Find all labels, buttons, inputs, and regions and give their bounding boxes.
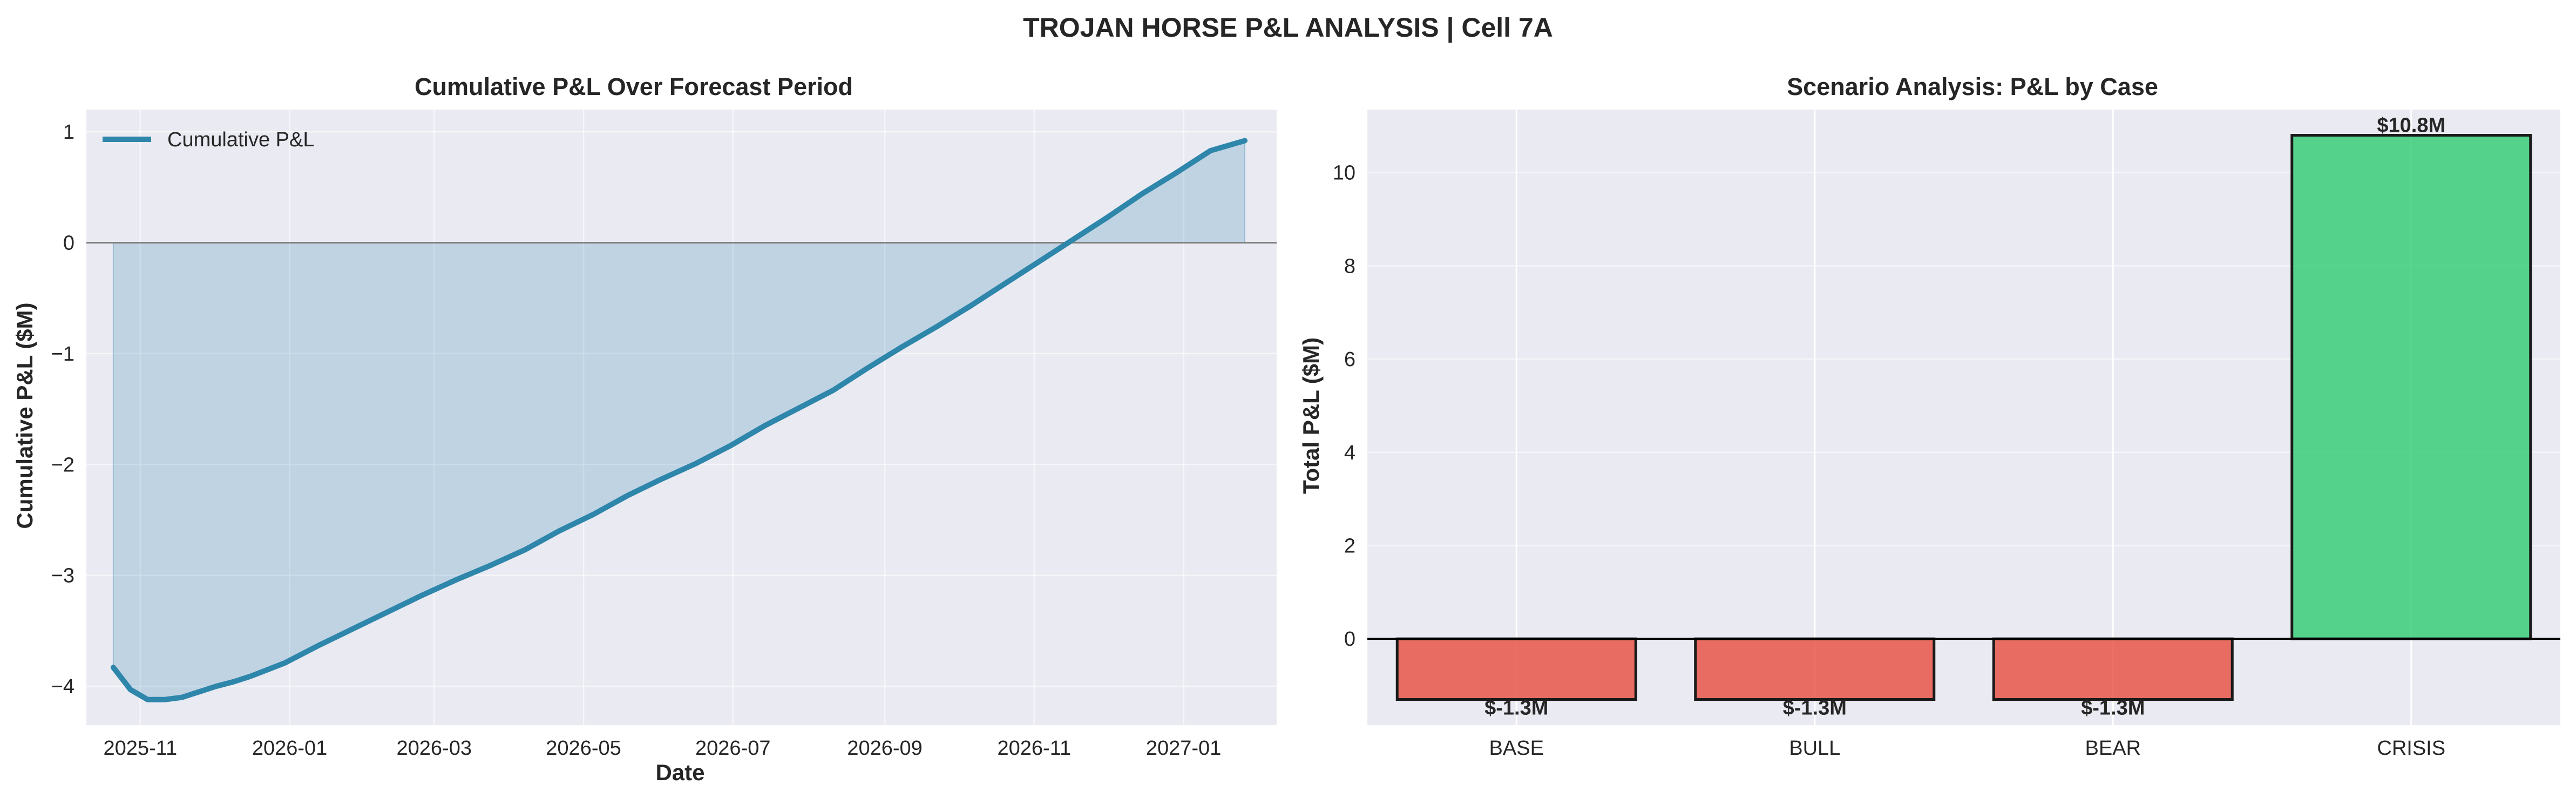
left-y-tick-label: 0: [63, 232, 74, 254]
right-x-tick-label: BASE: [1489, 737, 1544, 760]
cumulative-pnl-point: [129, 688, 132, 691]
cumulative-pnl-chart: Cumulative P&L Over Forecast Period Date…: [12, 73, 1277, 785]
cumulative-pnl-point: [386, 610, 389, 613]
cumulative-pnl-point: [832, 389, 835, 392]
cumulative-pnl-point: [283, 661, 287, 665]
left-chart-title: Cumulative P&L Over Forecast Period: [415, 73, 853, 100]
cumulative-pnl-point: [421, 594, 424, 597]
cumulative-pnl-point: [146, 698, 149, 701]
bar-crisis: [2290, 134, 2532, 640]
right-x-tick-label: BEAR: [2085, 737, 2141, 760]
cumulative-pnl-point: [558, 530, 561, 533]
cumulative-pnl-point: [729, 444, 732, 447]
left-y-tick-label: −2: [51, 454, 74, 476]
left-x-tick-label: 2026-05: [546, 737, 621, 760]
left-chart-xlabel: Date: [655, 760, 704, 785]
cumulative-pnl-point: [1209, 149, 1212, 152]
cumulative-pnl-point: [900, 346, 904, 349]
cumulative-pnl-point: [489, 564, 492, 567]
right-chart-ylabel: Total P&L ($M): [1298, 337, 1324, 494]
scenario-bar-chart: Scenario Analysis: P&L by Case Total P&L…: [1298, 73, 2560, 760]
cumulative-pnl-point: [317, 644, 321, 647]
left-x-tick-label: 2026-11: [998, 737, 1072, 760]
figure-suptitle: TROJAN HORSE P&L ANALYSIS | Cell 7A: [1023, 12, 1553, 43]
bar-data-label-bear: $-1.3M: [2081, 697, 2145, 720]
left-y-tick-label: 1: [63, 121, 74, 144]
cumulative-pnl-point: [763, 424, 767, 427]
left-legend: Cumulative P&L: [103, 128, 314, 151]
cumulative-pnl-point: [163, 698, 166, 701]
cumulative-pnl-point: [180, 696, 184, 699]
bar-data-label-bull: $-1.3M: [1783, 697, 1847, 720]
right-chart-title: Scenario Analysis: P&L by Case: [1787, 73, 2158, 100]
cumulative-pnl-point: [592, 513, 595, 516]
left-x-tick-label: 2026-03: [397, 737, 472, 760]
right-x-tick-label: CRISIS: [2377, 737, 2445, 760]
left-x-tick-label: 2026-01: [252, 737, 327, 760]
cumulative-pnl-point: [1038, 260, 1041, 263]
right-y-tick-label: 8: [1344, 255, 1355, 278]
bar-bull: [1694, 637, 1936, 701]
cumulative-pnl-point: [455, 578, 458, 581]
right-y-tick-label: 10: [1333, 162, 1355, 185]
bar-bear: [1992, 637, 2234, 701]
right-y-tick-label: 6: [1344, 348, 1355, 371]
cumulative-pnl-point: [352, 627, 355, 630]
cumulative-pnl-point: [1140, 192, 1143, 195]
cumulative-pnl-point: [1106, 215, 1109, 219]
cumulative-pnl-point: [198, 690, 201, 693]
cumulative-pnl-point: [112, 666, 115, 669]
left-plot-area: [86, 110, 1277, 725]
cumulative-pnl-point: [934, 326, 938, 329]
cumulative-pnl-point: [969, 305, 972, 308]
right-x-tick-label: BULL: [1789, 737, 1840, 760]
cumulative-pnl-point: [1072, 238, 1075, 241]
left-x-tick-label: 2027-01: [1146, 737, 1221, 760]
cumulative-pnl-line: [110, 138, 1248, 702]
left-x-tick-label: 2026-09: [847, 737, 922, 760]
legend-label-cumulative-pnl: Cumulative P&L: [167, 128, 314, 151]
cumulative-pnl-point: [1003, 282, 1006, 285]
bar-base: [1395, 637, 1637, 701]
cumulative-pnl-point: [266, 668, 269, 671]
right-y-tick-label: 2: [1344, 535, 1355, 558]
bar-data-label-base: $-1.3M: [1484, 697, 1548, 720]
left-y-tick-label: −3: [51, 565, 74, 587]
cumulative-pnl-point: [866, 367, 869, 370]
right-y-tick-label: 0: [1344, 628, 1355, 651]
cumulative-pnl-point: [1243, 139, 1246, 143]
cumulative-pnl-point: [626, 494, 629, 497]
cumulative-pnl-point: [797, 407, 801, 410]
left-x-tick-label: 2025-11: [103, 737, 177, 760]
left-chart-ylabel: Cumulative P&L ($M): [12, 302, 37, 529]
cumulative-pnl-point: [523, 548, 526, 551]
cumulative-pnl-point: [232, 680, 235, 684]
left-x-tick-label: 2026-07: [695, 737, 770, 760]
cumulative-pnl-point: [695, 462, 698, 465]
cumulative-pnl-point: [660, 477, 663, 481]
bar-data-label-crisis: $10.8M: [2377, 114, 2445, 137]
cumulative-pnl-point: [249, 675, 252, 678]
cumulative-pnl-point: [214, 685, 218, 688]
left-y-tick-label: −4: [51, 675, 74, 698]
right-y-tick-label: 4: [1344, 442, 1355, 464]
cumulative-pnl-point: [1175, 171, 1178, 174]
left-y-tick-label: −1: [51, 343, 74, 366]
